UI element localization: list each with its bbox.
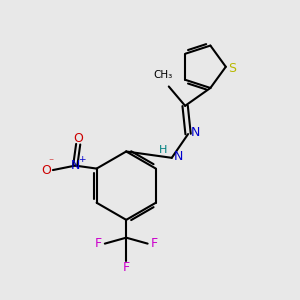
Text: O: O xyxy=(41,164,51,177)
Text: S: S xyxy=(228,62,236,75)
Text: N: N xyxy=(70,159,80,172)
Text: ⁻: ⁻ xyxy=(48,158,53,168)
Text: CH₃: CH₃ xyxy=(154,70,173,80)
Text: N: N xyxy=(191,126,200,139)
Text: +: + xyxy=(78,154,85,164)
Text: F: F xyxy=(123,262,130,275)
Text: F: F xyxy=(95,237,102,250)
Text: F: F xyxy=(151,237,158,250)
Text: N: N xyxy=(174,150,183,163)
Text: O: O xyxy=(73,132,83,145)
Text: H: H xyxy=(159,146,167,155)
